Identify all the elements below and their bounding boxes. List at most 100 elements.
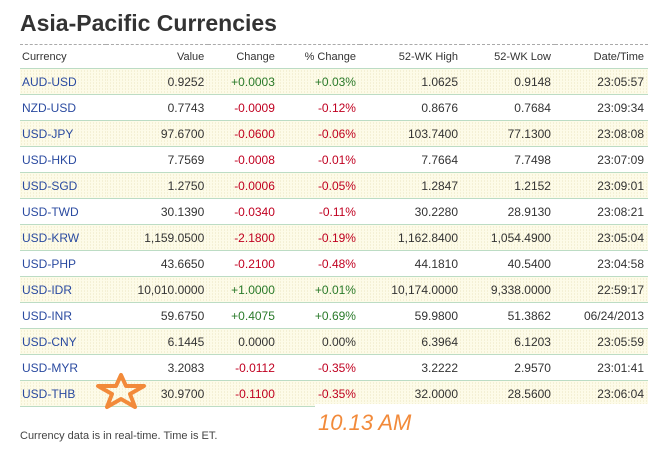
change-cell: -0.1100 — [208, 380, 279, 407]
currency-link[interactable]: USD-INR — [20, 302, 107, 329]
datetime-cell: 23:09:34 — [554, 94, 648, 121]
pct-change-cell: -0.19% — [278, 224, 360, 251]
footnote: Currency data is in real-time. Time is E… — [20, 430, 218, 442]
currency-link[interactable]: USD-PHP — [20, 250, 107, 277]
value-cell: 1.2750 — [106, 172, 209, 199]
change-cell: +1.0000 — [208, 276, 279, 303]
datetime-cell: 23:06:04 — [554, 380, 648, 407]
pct-change-cell: +0.69% — [278, 302, 360, 329]
change-cell: +0.0003 — [208, 68, 279, 95]
value-cell: 1,159.0500 — [106, 224, 209, 251]
table-row: USD-TWD 30.1390 -0.0340 -0.11% 30.2280 28.913… — [20, 198, 648, 225]
high-cell: 6.3964 — [359, 328, 463, 355]
value-cell: 0.9252 — [106, 68, 209, 95]
high-cell: 7.7664 — [359, 146, 463, 173]
table-row: AUD-USD 0.9252 +0.0003 +0.03% 1.0625 0.9148 23… — [20, 68, 648, 95]
pct-change-cell: -0.01% — [278, 146, 360, 173]
datetime-cell: 23:09:01 — [554, 172, 648, 199]
currency-link[interactable]: USD-KRW — [20, 224, 107, 251]
table-row: USD-KRW 1,159.0500 -2.1800 -0.19% 1,162.8400… — [20, 224, 648, 251]
column-header: Change — [236, 50, 275, 63]
currency-link[interactable]: USD-HKD — [20, 146, 107, 173]
pct-change-cell: -0.06% — [278, 120, 360, 147]
datetime-cell: 23:07:09 — [554, 146, 648, 173]
low-cell: 0.9148 — [462, 68, 555, 95]
table-row: USD-HKD 7.7569 -0.0008 -0.01% 7.7664 7.7498 23… — [20, 146, 648, 173]
currency-link[interactable]: NZD-USD — [20, 94, 107, 121]
currency-link[interactable]: USD-IDR — [20, 276, 107, 303]
low-cell: 9,338.0000 — [462, 276, 555, 303]
star-annotation-icon — [96, 373, 146, 409]
table-row: USD-MYR 3.2083 -0.0112 -0.35% 3.2222 2.9570 23… — [20, 354, 648, 381]
table-row: USD-PHP 43.6650 -0.2100 -0.48% 44.1810 40.540… — [20, 250, 648, 277]
currency-link[interactable]: AUD-USD — [20, 68, 107, 95]
value-cell: 10,010.0000 — [106, 276, 209, 303]
time-annotation: 10.13 AM — [318, 410, 412, 435]
column-header: 52-WK High — [398, 50, 459, 63]
currency-link[interactable]: USD-JPY — [20, 120, 107, 147]
low-cell: 40.5400 — [462, 250, 555, 277]
table-row: USD-INR 59.6750 +0.4075 +0.69% 59.9800 51.386… — [20, 302, 648, 329]
currency-link[interactable]: USD-MYR — [20, 354, 107, 381]
column-header: 52-WK Low — [494, 50, 551, 63]
table-row: USD-JPY 97.6700 -0.0600 -0.06% 103.7400 77.13… — [20, 120, 648, 147]
value-cell: 6.1445 — [106, 328, 209, 355]
low-cell: 77.1300 — [462, 120, 555, 147]
high-cell: 30.2280 — [359, 198, 463, 225]
change-cell: -0.0008 — [208, 146, 279, 173]
pct-change-cell: +0.03% — [278, 68, 360, 95]
currency-table: Currency Value Change % Change 52-WK High 52-… — [20, 44, 648, 407]
low-cell: 1,054.4900 — [462, 224, 555, 251]
change-cell: 0.0000 — [208, 328, 279, 355]
change-cell: -0.0340 — [208, 198, 279, 225]
value-cell: 30.1390 — [106, 198, 209, 225]
low-cell: 2.9570 — [462, 354, 555, 381]
low-cell: 28.9130 — [462, 198, 555, 225]
pct-change-cell: 0.00% — [278, 328, 360, 355]
datetime-cell: 23:05:59 — [554, 328, 648, 355]
change-cell: -0.0112 — [208, 354, 279, 381]
currency-link[interactable]: USD-TWD — [20, 198, 107, 225]
column-header: % Change — [304, 50, 356, 63]
pct-change-cell: -0.35% — [278, 380, 360, 407]
pct-change-cell: +0.01% — [278, 276, 360, 303]
value-cell: 43.6650 — [106, 250, 209, 277]
low-cell: 7.7498 — [462, 146, 555, 173]
low-cell: 0.7684 — [462, 94, 555, 121]
column-header: Currency — [22, 50, 67, 63]
datetime-cell: 23:05:57 — [554, 68, 648, 95]
high-cell: 32.0000 — [359, 380, 463, 407]
high-cell: 44.1810 — [359, 250, 463, 277]
pct-change-cell: -0.35% — [278, 354, 360, 381]
datetime-cell: 23:01:41 — [554, 354, 648, 381]
page-title: Asia-Pacific Currencies — [20, 10, 277, 36]
datetime-cell: 23:05:04 — [554, 224, 648, 251]
low-cell: 6.1203 — [462, 328, 555, 355]
table-row: USD-CNY 6.1445 0.0000 0.00% 6.3964 6.1203 23:0… — [20, 328, 648, 355]
table-row: NZD-USD 0.7743 -0.0009 -0.12% 0.8676 0.7684 23… — [20, 94, 648, 121]
value-cell: 0.7743 — [106, 94, 209, 121]
high-cell: 10,174.0000 — [359, 276, 463, 303]
change-cell: -0.0600 — [208, 120, 279, 147]
datetime-cell: 23:08:08 — [554, 120, 648, 147]
low-cell: 51.3862 — [462, 302, 555, 329]
high-cell: 3.2222 — [359, 354, 463, 381]
value-cell: 97.6700 — [106, 120, 209, 147]
currency-link[interactable]: USD-THB — [20, 380, 107, 407]
high-cell: 1.2847 — [359, 172, 463, 199]
datetime-cell: 06/24/2013 — [554, 302, 648, 329]
table-header: Currency Value Change % Change 52-WK High 52-… — [20, 45, 648, 69]
table-row: USD-IDR 10,010.0000 +1.0000 +0.01% 10,174.00… — [20, 276, 648, 303]
datetime-cell: 22:59:17 — [554, 276, 648, 303]
currency-link[interactable]: USD-CNY — [20, 328, 107, 355]
column-header: Value — [176, 50, 205, 63]
currency-link[interactable]: USD-SGD — [20, 172, 107, 199]
pct-change-cell: -0.48% — [278, 250, 360, 277]
change-cell: +0.4075 — [208, 302, 279, 329]
low-cell: 28.5600 — [462, 380, 555, 407]
value-cell: 59.6750 — [106, 302, 209, 329]
datetime-cell: 23:08:21 — [554, 198, 648, 225]
table-row: USD-SGD 1.2750 -0.0006 -0.05% 1.2847 1.2152 23… — [20, 172, 648, 199]
change-cell: -0.0009 — [208, 94, 279, 121]
mask — [315, 404, 656, 410]
